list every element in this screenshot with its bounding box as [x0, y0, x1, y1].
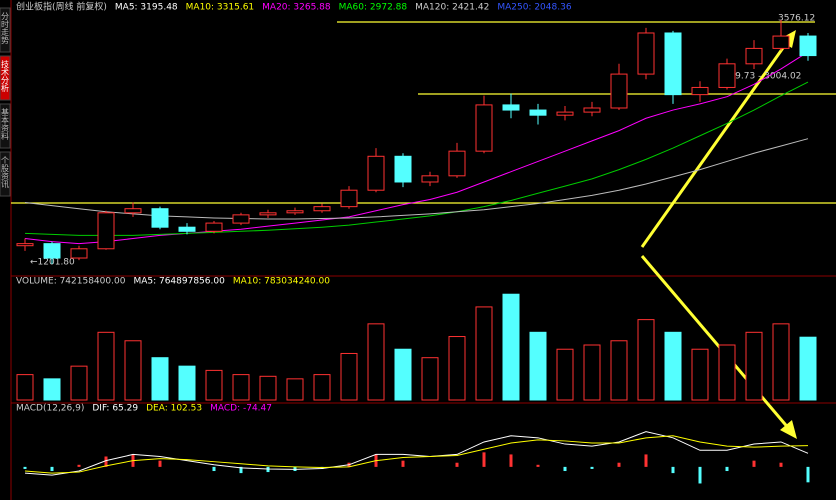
volume-bar — [772, 323, 790, 401]
volume-bar — [421, 357, 439, 401]
volume-bar — [664, 331, 682, 401]
indicator-line — [24, 435, 809, 474]
candle-body — [421, 175, 439, 183]
candle-body — [178, 226, 196, 232]
volume-bar — [151, 357, 169, 401]
candle-body — [124, 208, 142, 214]
legend-entry: MA60: 2972.88 — [339, 3, 408, 13]
volume-bar — [529, 331, 547, 401]
annotation: 3576.12 — [778, 14, 815, 24]
candle-body — [583, 107, 601, 113]
volume-bar — [286, 378, 304, 401]
candle-body — [394, 155, 412, 183]
legend-entry: DIF: 65.29 — [92, 404, 138, 414]
candle-body — [475, 104, 493, 152]
volume-bar — [43, 378, 61, 401]
candle-body — [70, 248, 88, 259]
legend-entry: MA5: 764897856.00 — [133, 277, 225, 287]
candle-body — [286, 210, 304, 214]
candle-body — [556, 111, 574, 116]
legend-entry: MA10: 783034240.00 — [233, 277, 330, 287]
volume-bar — [70, 365, 88, 401]
candle-body — [97, 212, 115, 250]
candle-body — [691, 86, 709, 96]
annotation: ←1201.80 — [30, 258, 75, 268]
sidebar-tab-label: 基本资料 — [1, 107, 10, 141]
volume-bar — [745, 331, 763, 401]
indicator-line — [24, 431, 809, 476]
legend-entry: MACD: -74.47 — [210, 404, 272, 414]
volume-bar — [313, 374, 331, 401]
volume-bar — [16, 374, 34, 401]
volume-bar — [178, 365, 196, 401]
sidebar-tab[interactable] — [0, 103, 11, 149]
indicator-line — [24, 81, 809, 236]
volume-bar — [232, 374, 250, 401]
candle-body — [313, 206, 331, 212]
legend-entry: MA10: 3315.61 — [186, 3, 254, 13]
candle-body — [799, 35, 817, 57]
volume-bar — [502, 293, 520, 401]
candle-body — [664, 32, 682, 96]
candle-body — [448, 150, 466, 177]
sidebar-tab-label: 技术分析 — [1, 59, 10, 93]
candle-body — [502, 104, 520, 111]
volume-bar — [691, 348, 709, 401]
volume-bar — [583, 344, 601, 401]
legend-entry: MA20: 3265.88 — [262, 3, 331, 13]
candle-body — [718, 63, 736, 88]
candle-body — [232, 214, 250, 224]
legend-entry: MA5: 3195.48 — [115, 3, 178, 13]
legend-entry: MA250: 2048.36 — [497, 3, 571, 13]
volume-bar — [475, 306, 493, 401]
legend-entry: 创业板指(周线 前复权) — [16, 1, 107, 13]
volume-bar — [556, 348, 574, 401]
candle-body — [43, 243, 61, 259]
volume-bar — [610, 340, 628, 401]
candle-body — [259, 212, 277, 216]
candle-body — [745, 47, 763, 65]
sidebar-tab-label: 个股资讯 — [1, 156, 10, 189]
candle-body — [151, 208, 169, 228]
candle-body — [367, 155, 385, 191]
annotation: 2829.73 - 3004.02 — [718, 72, 801, 82]
sidebar-tab[interactable] — [0, 55, 11, 101]
sidebar-tab[interactable] — [0, 7, 11, 53]
volume-bar — [394, 348, 412, 401]
volume-bar — [448, 336, 466, 401]
volume-bar — [718, 344, 736, 401]
candle-body — [205, 222, 223, 232]
legend-entry: VOLUME: 742158400.00 — [16, 277, 126, 287]
volume-bar — [124, 340, 142, 401]
legend-entry: DEA: 102.53 — [146, 404, 202, 414]
candle-body — [637, 32, 655, 75]
candle-body — [772, 35, 790, 49]
legend-entry: MA120: 2421.42 — [415, 3, 489, 13]
volume-bar — [97, 331, 115, 401]
trend-arrow — [640, 37, 792, 248]
volume-bar — [799, 336, 817, 401]
candle-body — [340, 189, 358, 208]
volume-bar — [259, 375, 277, 401]
indicator-line — [24, 51, 809, 245]
volume-bar — [205, 369, 223, 401]
candle-body — [610, 73, 628, 109]
candle-body — [529, 109, 547, 116]
sidebar-tab[interactable] — [0, 151, 11, 197]
volume-bar — [367, 323, 385, 401]
trend-arrow — [640, 255, 792, 431]
legend-entry: MACD(12,26,9) — [16, 404, 84, 414]
sidebar-tab-label: 分时走势 — [1, 12, 10, 45]
candle-body — [16, 243, 34, 247]
volume-bar — [637, 319, 655, 401]
volume-bar — [340, 352, 358, 401]
arrow-head — [780, 420, 797, 439]
